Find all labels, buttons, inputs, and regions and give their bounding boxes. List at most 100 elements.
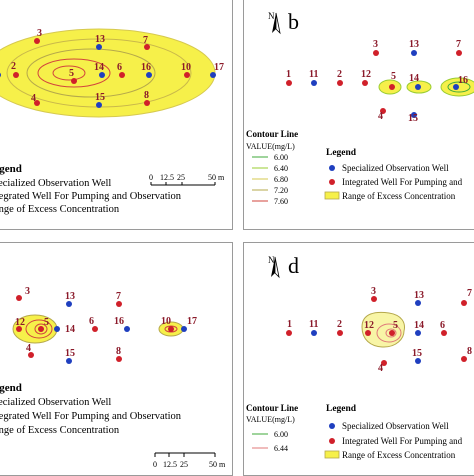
well-marker-6 <box>92 326 98 332</box>
well-marker-8 <box>116 356 122 362</box>
well-marker-3 <box>34 38 40 44</box>
scale-tick-25: 25 <box>177 173 185 182</box>
well-marker-13 <box>66 301 72 307</box>
well-marker-6 <box>119 72 125 78</box>
contour-value-1: 6.40 <box>274 164 288 173</box>
map-panel-c-svg: 3 13 7 12 5 14 6 16 10 17 4 15 8 <box>0 286 226 469</box>
well-marker-14 <box>415 84 421 90</box>
well-marker-2 <box>13 72 19 78</box>
wells-d: 3 13 7 1 11 2 12 5 14 6 4 15 8 <box>286 286 472 374</box>
well-marker-7 <box>144 44 150 50</box>
well-marker-12 <box>16 326 22 332</box>
well-label-14: 14 <box>414 320 424 331</box>
well-label-17: 17 <box>214 62 224 73</box>
map-panel-c: 3 13 7 12 5 14 6 16 10 17 4 15 8 <box>0 242 233 476</box>
well-label-7: 7 <box>143 35 148 46</box>
well-marker-7 <box>456 50 462 56</box>
well-marker-5 <box>38 326 44 332</box>
well-label-6: 6 <box>89 316 94 327</box>
well-marker-10 <box>168 326 174 332</box>
well-label-8: 8 <box>116 346 121 357</box>
well-marker-15 <box>96 102 102 108</box>
legend-item-observation: Specialized Observation Well <box>0 178 111 189</box>
well-marker-3 <box>373 50 379 56</box>
legend-item-excess: Range of Excess Concentration <box>342 191 456 201</box>
legend-integrated-icon <box>329 179 335 185</box>
well-marker-4 <box>381 360 387 366</box>
legend-integrated-icon <box>329 438 335 444</box>
map-panel-d: N d 3 13 7 1 11 2 12 5 14 6 <box>243 242 474 476</box>
wells-a: 2 3 4 5 14 6 13 15 7 16 8 10 17 <box>0 28 224 108</box>
well-marker-7 <box>116 301 122 307</box>
well-label-17: 17 <box>187 316 197 327</box>
well-marker-6 <box>441 330 447 336</box>
well-label-14: 14 <box>65 324 75 335</box>
well-marker-17 <box>181 326 187 332</box>
legend-item-integrated: Integrated Well For Pumping and <box>342 177 463 187</box>
scale-bar: 0 12.5 25 50 m <box>149 173 225 186</box>
contour-value-0: 6.00 <box>274 153 288 162</box>
well-marker-2 <box>337 330 343 336</box>
well-marker-15 <box>411 112 417 118</box>
well-label-5: 5 <box>391 71 396 82</box>
well-label-3: 3 <box>25 286 30 297</box>
panel-letter-b: b <box>288 9 299 34</box>
well-label-14: 14 <box>409 73 419 84</box>
well-label-16: 16 <box>114 316 124 327</box>
contour-line <box>25 319 53 339</box>
north-label: N <box>268 255 275 265</box>
contour-value-0: 6.00 <box>274 430 288 439</box>
well-marker-1 <box>286 80 292 86</box>
well-label-5: 5 <box>69 68 74 79</box>
legend-item-observation: Specialized Observation Well <box>342 163 449 173</box>
wells-c: 3 13 7 12 5 14 6 16 10 17 4 15 8 <box>15 286 197 364</box>
contour-legend-subtitle: VALUE(mg/L) <box>246 142 295 151</box>
legend-item-integrated: Integrated Well For Pumping and Observat… <box>0 411 182 422</box>
well-label-7: 7 <box>456 39 461 50</box>
well-marker-15 <box>66 358 72 364</box>
map-panel-a: 2 3 4 5 14 6 13 15 7 16 8 10 17 <box>0 0 233 230</box>
well-label-12: 12 <box>361 69 371 80</box>
well-label-15: 15 <box>95 92 105 103</box>
contour-line <box>385 328 397 338</box>
legend-item-excess: Range of Excess Concentration <box>0 204 120 215</box>
well-label-4: 4 <box>26 343 31 354</box>
well-marker-8 <box>144 100 150 106</box>
well-marker-4 <box>34 100 40 106</box>
well-marker-5 <box>389 84 395 90</box>
well-label-8: 8 <box>467 346 472 357</box>
well-label-16: 16 <box>141 62 151 73</box>
well-marker-13 <box>96 44 102 50</box>
contour-legend-title: Contour Line <box>246 403 298 413</box>
well-marker-2 <box>337 80 343 86</box>
well-marker-4 <box>380 108 386 114</box>
well-label-16: 16 <box>458 75 468 86</box>
well-marker-14 <box>54 326 60 332</box>
well-label-3: 3 <box>37 28 42 39</box>
contour-value-4: 7.60 <box>274 197 288 206</box>
well-label-13: 13 <box>409 39 419 50</box>
legend-title: Legend <box>326 148 357 158</box>
legend-excess-icon <box>324 191 340 200</box>
scale-tick-0: 0 <box>153 460 157 469</box>
well-label-2: 2 <box>11 61 16 72</box>
well-label-7: 7 <box>467 288 472 299</box>
contour-value-3: 7.20 <box>274 186 288 195</box>
legend-item-integrated: Integrated Well For Pumping and Observat… <box>0 191 182 202</box>
well-marker-11 <box>311 330 317 336</box>
well-label-6: 6 <box>117 62 122 73</box>
well-marker-5 <box>389 330 395 336</box>
well-label-1: 1 <box>286 69 291 80</box>
well-label-12: 12 <box>15 317 25 328</box>
contour-legend-subtitle: VALUE(mg/L) <box>246 415 295 424</box>
well-label-5: 5 <box>393 320 398 331</box>
map-panel-b: N b 1 11 2 12 5 4 3 13 14 <box>243 0 474 230</box>
well-label-4: 4 <box>378 363 383 374</box>
well-label-8: 8 <box>144 90 149 101</box>
well-label-3: 3 <box>371 286 376 297</box>
well-marker-3 <box>16 295 22 301</box>
north-arrow-icon: N <box>268 255 280 279</box>
well-marker-16 <box>453 84 459 90</box>
well-marker-15 <box>415 358 421 364</box>
north-arrow-icon: N <box>268 11 281 35</box>
